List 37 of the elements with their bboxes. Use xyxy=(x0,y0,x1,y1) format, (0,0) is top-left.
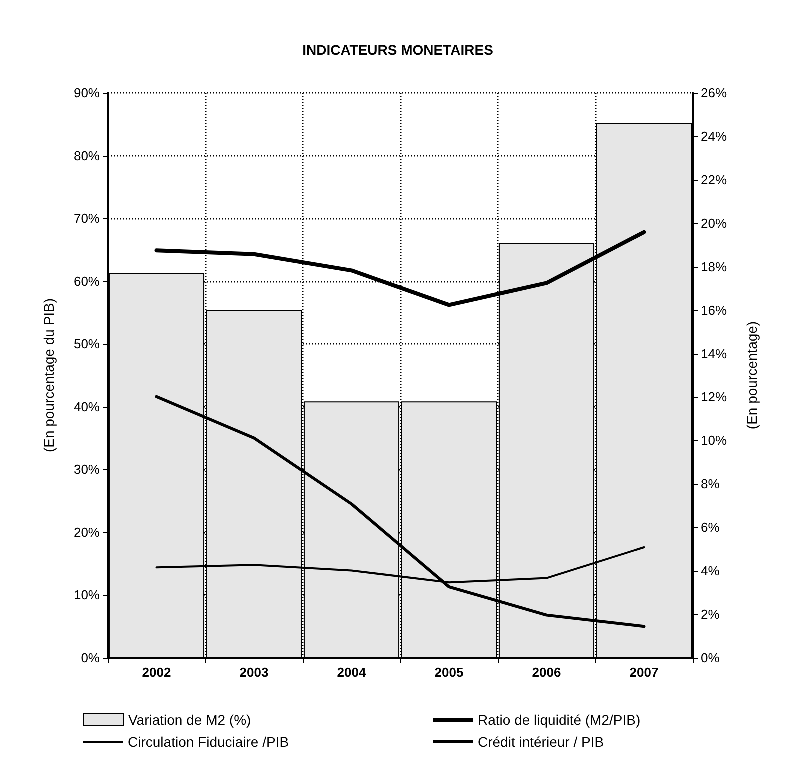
y2-tick-label: 10% xyxy=(701,433,728,448)
y2-tick-label: 2% xyxy=(701,607,720,622)
y2-tick-label: 24% xyxy=(701,128,728,144)
x-tick-label: 2007 xyxy=(630,665,659,680)
y2-tick-label: 0% xyxy=(701,650,720,666)
x-tick-label: 2004 xyxy=(337,665,367,680)
legend-label: Circulation Fiduciaire /PIB xyxy=(128,734,290,750)
chart-title: INDICATEURS MONETAIRES xyxy=(302,42,494,58)
legend-label: Variation de M2 (%) xyxy=(128,712,252,728)
x-tick-label: 2003 xyxy=(240,665,269,680)
x-tick-label: 2006 xyxy=(532,665,562,680)
y2-tick-label: 18% xyxy=(701,259,728,274)
y2-tick-label: 8% xyxy=(701,476,720,492)
x-tick-label: 2002 xyxy=(142,665,172,680)
y-tick-label: 10% xyxy=(74,588,100,603)
legend-label: Crédit intérieur / PIB xyxy=(478,734,604,750)
y2-tick-label: 26% xyxy=(701,86,728,100)
y2-tick-label: 6% xyxy=(701,520,720,536)
y-tick-label: 60% xyxy=(74,274,100,289)
x-tick-label: 2005 xyxy=(434,665,464,680)
legend-label: Ratio de liquidité (M2/PIB) xyxy=(478,712,641,728)
y-tick-label: 0% xyxy=(81,650,100,666)
y-tick-label: 80% xyxy=(74,148,100,164)
y-tick-label: 40% xyxy=(74,399,100,414)
y2-tick-label: 16% xyxy=(701,302,728,318)
y2-tick-label: 12% xyxy=(701,390,728,405)
y-tick-label: 20% xyxy=(74,524,100,540)
y-tick-label: 50% xyxy=(74,336,100,352)
y-tick-label: 70% xyxy=(74,211,100,226)
y-axis-title: (En pourcentage du PIB) xyxy=(41,298,57,453)
y2-tick-label: 22% xyxy=(701,172,728,188)
y2-axis-title: (En pourcentage) xyxy=(744,321,760,430)
y2-tick-label: 4% xyxy=(701,564,720,579)
y-tick-label: 30% xyxy=(74,462,100,478)
y-tick-label: 90% xyxy=(74,86,100,100)
y2-tick-label: 20% xyxy=(701,216,728,231)
y2-tick-label: 14% xyxy=(701,346,728,362)
